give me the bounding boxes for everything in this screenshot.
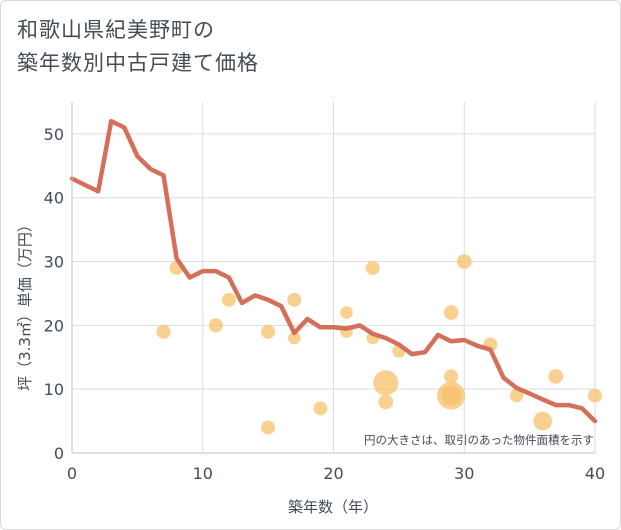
price-line-series (69, 118, 598, 424)
x-tick-label: 40 (585, 464, 605, 483)
bubble-point (221, 292, 236, 307)
y-axis-label: 坪（3.3㎡）単価（万円） (16, 217, 34, 391)
chart-title-line-2: 築年数別中古戸建て価格 (17, 51, 259, 75)
x-tick-label: 10 (193, 464, 213, 483)
y-tick-label: 0 (54, 444, 64, 463)
price-line (69, 118, 598, 424)
bubble-point (456, 254, 472, 269)
chart-title: 和歌山県紀美野町の 築年数別中古戸建て価格 (17, 14, 259, 80)
bubble-point (533, 411, 553, 431)
y-tick-label: 30 (44, 253, 64, 272)
bubble-point (373, 370, 399, 396)
x-tick-label: 20 (323, 464, 343, 483)
x-axis-label: 築年数（年） (288, 498, 378, 516)
bubble-point (156, 324, 171, 339)
bubble-series (156, 254, 602, 435)
bubble-point (261, 420, 276, 435)
bubble-point (313, 401, 328, 416)
bubble-point (443, 305, 459, 320)
y-tick-label: 10 (44, 380, 64, 399)
x-tick-label: 0 (67, 464, 77, 483)
bubble-point (441, 385, 462, 406)
bubble-point (378, 394, 394, 410)
bubble-point (261, 324, 276, 339)
axes: 0 10 20 30 40 0 10 20 30 40 50 (44, 102, 605, 483)
bubble-point (509, 388, 524, 403)
bubble-point (340, 306, 353, 319)
bubble-point (548, 369, 564, 384)
bubble-point (588, 388, 602, 403)
chart-title-line-1: 和歌山県紀美野町の (17, 18, 215, 42)
x-tick-label: 30 (454, 464, 474, 483)
y-tick-label: 20 (44, 316, 64, 335)
bubble-point (208, 318, 223, 333)
bubble-point (365, 260, 380, 275)
bubble-point (288, 331, 301, 345)
bubble-point (287, 292, 302, 307)
y-tick-label: 50 (44, 125, 64, 144)
bubble-point (444, 369, 459, 384)
size-annotation: 円の大きさは、取引のあった物件面積を示す (364, 433, 594, 447)
y-tick-label: 40 (44, 189, 64, 208)
